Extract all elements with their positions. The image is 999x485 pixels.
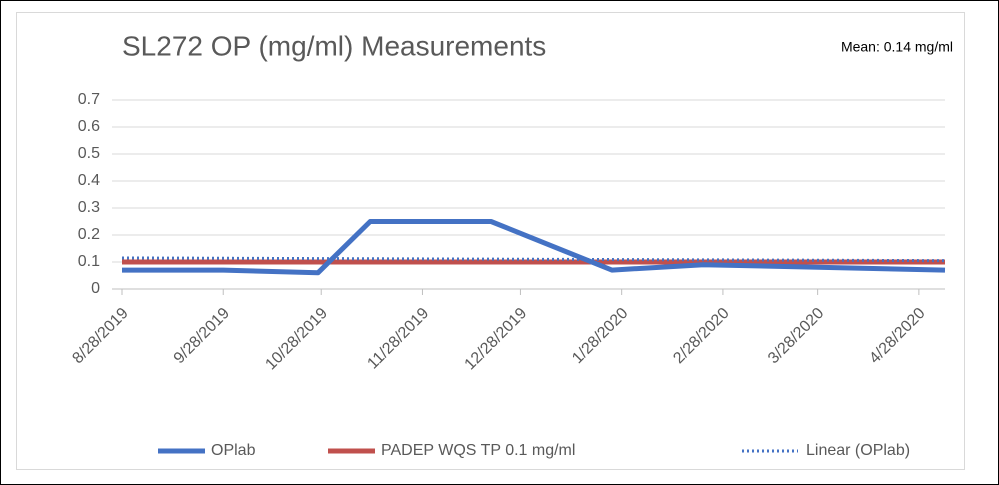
chart-frame: [16, 12, 965, 470]
y-tick-label: 0.5: [78, 145, 100, 162]
legend-label: Linear (OPlab): [806, 442, 910, 459]
y-tick-label: 0.7: [78, 91, 100, 108]
legend-label: PADEP WQS TP 0.1 mg/ml: [381, 442, 575, 459]
y-tick-label: 0.2: [78, 226, 100, 243]
y-tick-label: 0.1: [78, 253, 100, 270]
y-tick-label: 0.4: [78, 172, 100, 189]
y-tick-label: 0: [91, 280, 100, 297]
series-line: [121, 256, 946, 263]
series-line: [122, 219, 946, 276]
annotation: Mean: 0.14 mg/ml: [841, 39, 953, 55]
y-tick-label: 0.3: [78, 199, 100, 216]
legend-label: OPlab: [211, 442, 256, 459]
y-tick-label: 0.6: [78, 118, 100, 135]
chart-title: SL272 OP (mg/ml) Measurements: [122, 30, 546, 61]
